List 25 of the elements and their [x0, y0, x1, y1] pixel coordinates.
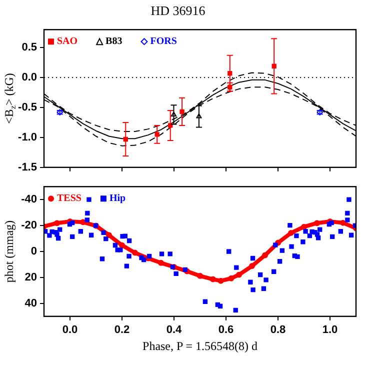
x-tick-label: 1.0: [322, 324, 338, 336]
y-tick-label: -20: [21, 220, 37, 232]
y-tick-label: -1.5: [18, 161, 37, 174]
legend-label: Hip: [109, 193, 126, 204]
legend-label: SAO: [57, 36, 78, 48]
y-tick-label: -40: [21, 194, 37, 206]
x-tick-label: 0.4: [166, 324, 183, 336]
x-axis-title: Phase, P = 1.56548(8) d: [142, 338, 258, 353]
y-tick-label: 0: [30, 246, 37, 258]
y-tick-label: 20: [24, 271, 37, 284]
x-tick-label: 0.0: [62, 324, 78, 336]
y-axis-title: <Bz> (kG): [2, 73, 18, 124]
y-tick-label: 0.5: [22, 42, 37, 54]
legend-label: B83: [106, 36, 122, 48]
x-tick-label: 0.2: [114, 324, 130, 336]
y-tick-label: -0.5: [18, 102, 37, 114]
legend-label: FORS: [150, 36, 178, 48]
legend-label: TESS: [57, 193, 82, 204]
chart-title: HD 36916: [150, 3, 206, 18]
y-tick-label: -1.0: [18, 131, 37, 144]
y-axis-title: phot (mmag): [2, 220, 16, 283]
x-tick-label: 0.6: [218, 324, 234, 336]
y-tick-label: 40: [24, 297, 37, 310]
y-tick-label: 0.0: [22, 72, 37, 84]
x-tick-label: 0.8: [270, 324, 286, 336]
